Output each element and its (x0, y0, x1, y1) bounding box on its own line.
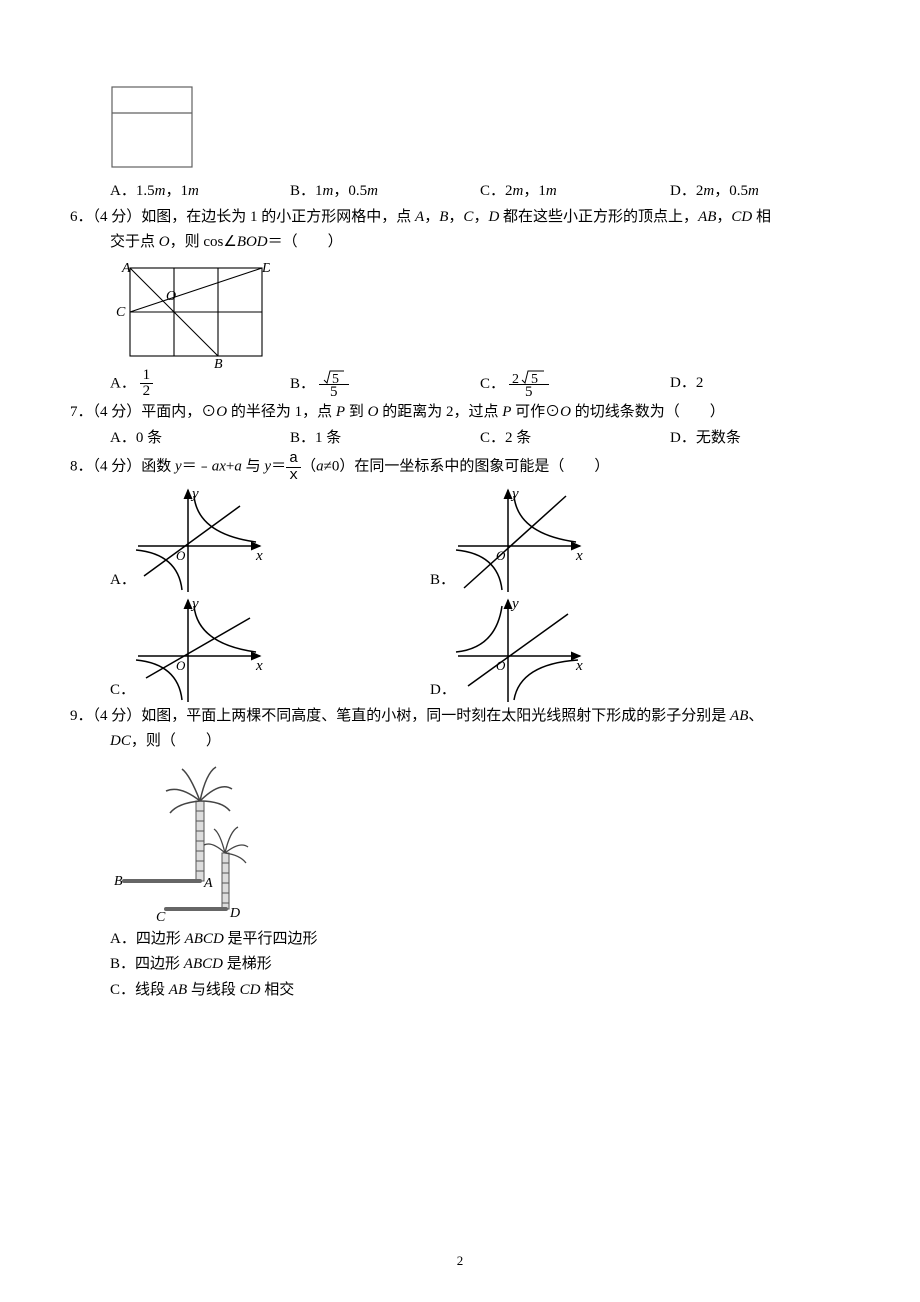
svg-text:x: x (575, 658, 583, 674)
opt-label: A． (110, 430, 136, 446)
q8-option-D[interactable]: D． x y O (430, 594, 750, 704)
opt-label: C． (480, 375, 505, 391)
q7-stem: 7．（4 分）平面内，⊙O 的半径为 1，点 P 到 O 的距离为 2，过点 P… (70, 400, 850, 426)
opt-label: D． (430, 678, 450, 704)
q8-graph-A: x y O (130, 484, 270, 594)
svg-text:y: y (510, 596, 519, 612)
svg-text:O: O (176, 548, 186, 563)
svg-text:A: A (203, 876, 213, 891)
svg-text:5: 5 (531, 372, 538, 384)
svg-text:y: y (190, 486, 199, 502)
opt-label: A． (110, 931, 136, 947)
q5-option-C[interactable]: C．2m，1m (480, 179, 670, 205)
q8-graph-B: x y O (450, 484, 590, 594)
q7-option-D[interactable]: D．无数条 (670, 426, 840, 452)
svg-text:O: O (496, 658, 506, 673)
q9-option-C[interactable]: C．线段 AB 与线段 CD 相交 (70, 978, 850, 1004)
opt-label: C． (480, 430, 505, 446)
q6-option-C[interactable]: C． 25 5 (480, 368, 670, 401)
q8-option-A[interactable]: A． x y O (110, 484, 430, 594)
opt-label: B． (290, 183, 315, 199)
q9-option-B[interactable]: B．四边形 ABCD 是梯形 (70, 952, 850, 978)
q6-stem-line2: 交于点 O，则 cos∠BOD＝（ ） (70, 230, 850, 256)
opt-label: B． (430, 568, 450, 594)
opt-label: A． (110, 568, 130, 594)
opt-label: A． (110, 375, 136, 391)
svg-text:C: C (116, 305, 126, 320)
q6-stem: 6．（4 分）如图，在边长为 1 的小正方形网格中，点 A，B，C，D 都在这些… (70, 205, 850, 231)
fraction: ax (286, 451, 301, 484)
svg-text:D: D (261, 261, 270, 276)
svg-text:B: B (214, 357, 223, 368)
q7-options: A．0 条 B．1 条 C．2 条 D．无数条 (70, 426, 850, 452)
q6-option-A[interactable]: A． 12 (110, 368, 290, 401)
q6-option-B[interactable]: B． 5 5 (290, 368, 480, 401)
svg-text:O: O (166, 289, 176, 304)
q9-stem-line2: DC，则（ ） (70, 729, 850, 755)
q5-figure (70, 85, 850, 171)
q6-options: A． 12 B． 5 5 C． 25 5 D．2 (70, 368, 850, 401)
opt-label: D． (670, 430, 696, 446)
fraction: 5 5 (319, 368, 349, 401)
opt-label: D． (670, 375, 696, 391)
q5-option-D[interactable]: D．2m，0.5m (670, 179, 840, 205)
svg-text:x: x (255, 658, 263, 674)
q9-stem: 9．（4 分）如图，平面上两棵不同高度、笔直的小树，同一时刻在太阳光线照射下形成… (70, 704, 850, 730)
q8-stem: 8．（4 分）函数 y＝﹣ax+a 与 y＝ax（a≠0）在同一坐标系中的图象可… (70, 451, 850, 484)
svg-text:5: 5 (332, 372, 339, 384)
svg-text:y: y (190, 596, 199, 612)
q9-figure: B A C D (70, 755, 850, 927)
opt-label: B． (110, 956, 135, 972)
svg-text:y: y (510, 486, 519, 502)
q8-graph-C: x y O (130, 594, 270, 704)
q6-option-D[interactable]: D．2 (670, 371, 840, 397)
svg-text:A: A (121, 261, 131, 276)
q8-option-C[interactable]: C． x y O (110, 594, 430, 704)
q6-figure: A D C B O (70, 256, 850, 368)
svg-text:2: 2 (512, 372, 519, 384)
fraction: 12 (140, 368, 154, 401)
opt-label: B． (290, 375, 315, 391)
q7-option-A[interactable]: A．0 条 (110, 426, 290, 452)
opt-label: A． (110, 183, 136, 199)
q7-option-B[interactable]: B．1 条 (290, 426, 480, 452)
q8-graph-D: x y O (450, 594, 590, 704)
q7-option-C[interactable]: C．2 条 (480, 426, 670, 452)
q8-row-2: C． x y O D． (70, 594, 850, 704)
opt-label: D． (670, 183, 696, 199)
page-number: 2 (0, 1250, 920, 1272)
svg-text:x: x (575, 548, 583, 564)
q8-option-B[interactable]: B． x y O (430, 484, 750, 594)
svg-text:D: D (229, 906, 240, 921)
svg-text:O: O (496, 548, 506, 563)
svg-text:C: C (156, 910, 166, 925)
opt-label: B． (290, 430, 315, 446)
opt-label: C． (110, 678, 130, 704)
svg-text:O: O (176, 658, 186, 673)
q5-options: A．1.5m，1m B．1m，0.5m C．2m，1m D．2m，0.5m (70, 179, 850, 205)
opt-label: C． (480, 183, 505, 199)
fraction: 25 5 (509, 368, 549, 401)
q5-option-A[interactable]: A．1.5m，1m (110, 179, 290, 205)
svg-text:B: B (114, 874, 123, 889)
q8-row-1: A． x y O B． (70, 484, 850, 594)
svg-text:x: x (255, 548, 263, 564)
opt-label: C． (110, 982, 135, 998)
q9-option-A[interactable]: A．四边形 ABCD 是平行四边形 (70, 927, 850, 953)
q5-option-B[interactable]: B．1m，0.5m (290, 179, 480, 205)
